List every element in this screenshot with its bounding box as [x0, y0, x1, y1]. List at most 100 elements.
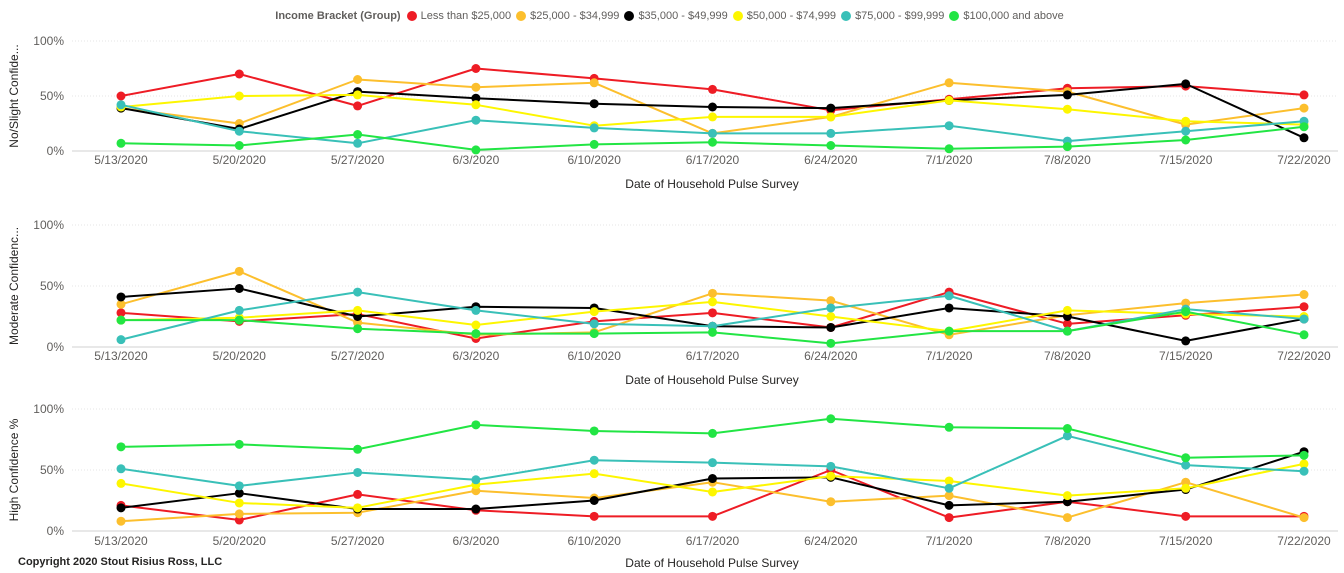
data-point [708, 297, 717, 307]
data-point [1299, 122, 1309, 132]
data-point [1181, 79, 1191, 89]
data-point [234, 439, 244, 449]
data-point [826, 497, 836, 507]
y-tick-label: 100% [33, 402, 64, 416]
data-point [1299, 459, 1309, 469]
data-point [1181, 453, 1191, 463]
x-tick-label: 6/10/2020 [568, 349, 622, 363]
x-tick-label: 5/13/2020 [94, 534, 148, 548]
legend-swatch-icon [841, 11, 852, 21]
data-point [353, 324, 363, 334]
data-point [708, 308, 717, 318]
data-point [353, 138, 363, 148]
data-point [708, 511, 717, 521]
x-tick-label: 6/17/2020 [686, 153, 740, 167]
data-point [1299, 314, 1309, 324]
chart-panel-1: 0% 50% 100% 5/13/2020 5/20/2020 5/27/2020 6/3/… [7, 34, 1338, 191]
data-point [116, 503, 126, 513]
x-tick-label: 5/13/2020 [94, 349, 148, 363]
data-point [708, 137, 717, 147]
x-axis-title: Date of Household Pulse Survey [625, 373, 798, 387]
data-point [944, 95, 954, 105]
y-tick-label: 100% [33, 34, 64, 48]
data-point [589, 469, 599, 479]
data-point [826, 112, 836, 122]
data-point [471, 145, 481, 155]
y-tick-label: 100% [33, 218, 64, 232]
legend-item[interactable]: $75,000 - $99,999 [841, 10, 944, 22]
data-point [589, 139, 599, 149]
data-point [353, 503, 363, 513]
legend-label: Less than $25,000 [420, 10, 512, 22]
data-point [708, 428, 717, 438]
data-point [1299, 513, 1309, 523]
data-point [234, 141, 244, 150]
legend-item[interactable]: $35,000 - $49,999 [624, 10, 728, 22]
data-point [353, 305, 363, 315]
legend-swatch-icon [624, 11, 635, 21]
x-tick-label: 7/15/2020 [1159, 153, 1213, 167]
data-point [826, 312, 836, 321]
data-point [471, 305, 481, 315]
x-axis-title: Date of Household Pulse Survey [625, 556, 798, 570]
data-point [826, 141, 836, 150]
data-point [353, 467, 363, 477]
series-line [120, 417, 1305, 459]
data-point [1299, 330, 1309, 340]
data-point [234, 498, 244, 508]
data-point [708, 84, 717, 94]
x-tick-label: 6/17/2020 [686, 534, 740, 548]
legend-item[interactable]: Less than $25,000 [406, 10, 512, 22]
legend-title: Income Bracket (Group) [275, 10, 401, 22]
chart-panel-2: 0% 50% 100% 5/13/2020 5/20/2020 5/27/2020 6/3/… [7, 218, 1338, 387]
x-tick-label: 7/8/2020 [1044, 153, 1091, 167]
data-point [944, 513, 954, 523]
data-point [1062, 431, 1072, 441]
x-tick-label: 7/22/2020 [1277, 153, 1331, 167]
data-point [353, 130, 363, 139]
data-point [234, 126, 244, 136]
data-point [234, 91, 244, 101]
x-tick-label: 7/8/2020 [1044, 349, 1091, 363]
data-point [1062, 513, 1072, 523]
data-point [1299, 466, 1309, 476]
x-tick-label: 7/8/2020 [1044, 534, 1091, 548]
legend-label: $100,000 and above [963, 10, 1064, 22]
data-point [471, 504, 481, 514]
data-point [826, 322, 836, 332]
data-point [589, 455, 599, 465]
data-point [708, 327, 717, 337]
data-point [826, 338, 836, 348]
data-point [826, 414, 836, 424]
data-point [234, 481, 244, 491]
data-point [708, 474, 717, 484]
data-point [1299, 290, 1309, 300]
x-tick-label: 6/24/2020 [804, 153, 858, 167]
legend-item[interactable]: $25,000 - $34,999 [516, 10, 619, 22]
data-point [1181, 126, 1191, 136]
x-tick-label: 5/27/2020 [331, 349, 385, 363]
x-tick-label: 6/3/2020 [453, 534, 500, 548]
legend-label: $50,000 - $74,999 [746, 10, 837, 22]
data-point [944, 144, 954, 154]
data-point [589, 99, 599, 109]
data-point [471, 475, 481, 485]
x-tick-label: 5/20/2020 [213, 349, 267, 363]
data-point [1299, 450, 1309, 460]
x-tick-label: 5/13/2020 [94, 153, 148, 167]
data-point [944, 491, 954, 501]
data-point [471, 320, 481, 330]
data-point [826, 103, 836, 113]
data-point [116, 335, 126, 345]
legend-label: $25,000 - $34,999 [530, 10, 620, 22]
data-point [1181, 511, 1191, 521]
legend-item[interactable]: $100,000 and above [949, 10, 1064, 22]
y-tick-label: 50% [40, 89, 64, 103]
data-point [1062, 326, 1072, 336]
data-point [589, 496, 599, 505]
x-tick-label: 7/1/2020 [926, 153, 973, 167]
legend-item[interactable]: $50,000 - $74,999 [732, 10, 837, 22]
copyright-text: Copyright 2020 Stout Risius Ross, LLC [18, 556, 223, 568]
data-point [471, 115, 481, 125]
data-point [589, 307, 599, 317]
